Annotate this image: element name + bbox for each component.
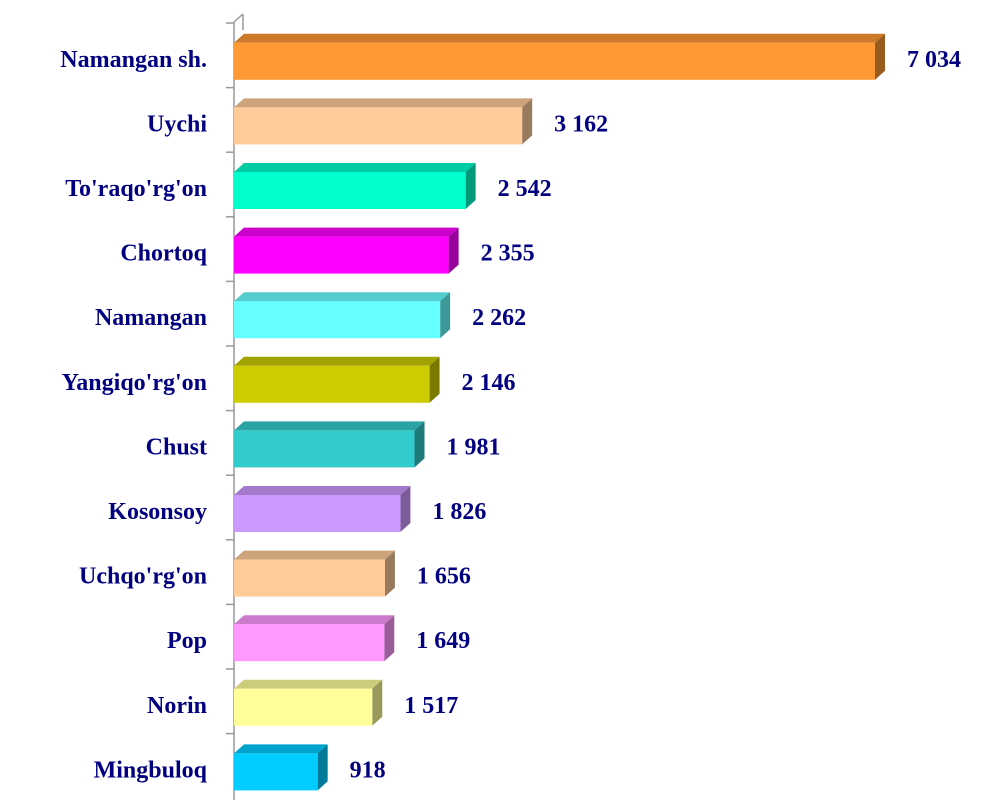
bar-top [234,679,383,689]
value-label: 2 146 [462,370,516,396]
bar-top [234,486,411,495]
axis-wall [233,13,244,23]
category-label: Chust [146,434,207,460]
value-label: 918 [350,757,386,783]
value-label: 7 034 [907,47,961,73]
bar-side [522,98,533,145]
bar-top [234,744,328,754]
bar [234,624,385,662]
bar [234,42,875,80]
bar-top [234,421,425,431]
value-label: 1 981 [447,434,501,460]
value-label: 3 162 [554,111,608,137]
bar-side [440,292,451,339]
bar [234,495,401,532]
category-label: Yangiqo'rg'on [62,370,207,396]
bar-top [234,163,476,172]
value-label: 2 355 [481,241,535,267]
value-label: 1 649 [416,628,470,654]
bar-top [234,33,885,43]
bar-side [384,550,395,597]
bar-side [414,421,425,468]
bar-top [234,615,395,625]
bar-side [384,615,395,662]
category-label: Uychi [147,111,207,137]
bar-top [234,98,533,108]
bar-side [317,744,328,791]
bar-top [234,292,451,302]
category-label: Namangan [95,305,207,331]
bar-side [400,486,411,532]
category-label: Mingbuloq [94,757,208,783]
value-label: 1 656 [417,564,471,590]
bar-top [234,356,440,366]
bar-side [465,163,476,209]
category-label: Namangan sh. [60,47,207,73]
category-label: To'raqo'rg'on [65,176,207,202]
bar-top [234,550,395,560]
bar [234,236,449,274]
value-label: 1 517 [404,693,458,719]
bar [234,301,441,339]
bar [234,688,373,726]
bar-side [429,356,440,403]
category-label: Uchqo'rg'on [79,564,207,590]
bar [234,365,430,403]
category-label: Chortoq [120,241,207,267]
bar [234,430,415,468]
bar-top [234,227,459,237]
bar-side [875,33,885,80]
bar-side [448,227,459,274]
value-label: 2 262 [472,305,526,331]
value-label: 2 542 [498,176,552,202]
bar-side [372,679,383,726]
category-label: Pop [167,628,207,654]
bar [234,559,385,597]
bar [234,107,523,145]
value-label: 1 826 [432,499,486,525]
category-label: Norin [147,693,207,719]
bar [234,753,318,791]
category-label: Kosonsoy [108,499,207,525]
bar [234,172,466,209]
